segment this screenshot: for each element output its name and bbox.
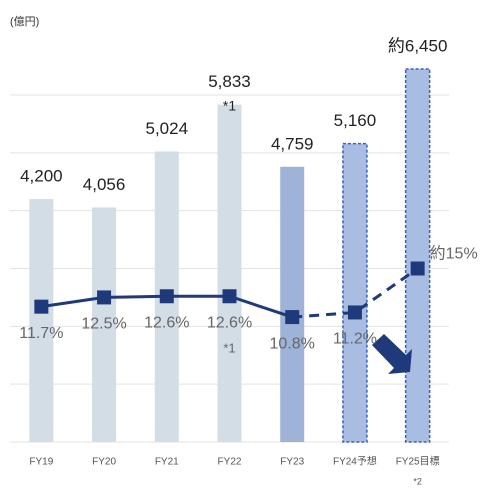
bar-value-label: 4,759 <box>271 134 314 153</box>
line-value-label: 12.6% <box>144 314 189 331</box>
annotation: *1 <box>223 341 235 356</box>
line-marker <box>159 289 174 304</box>
forecast-line <box>292 267 419 319</box>
line-marker <box>285 310 300 325</box>
line-marker <box>34 299 49 314</box>
unit-label: (億円) <box>10 15 39 28</box>
line-value-label: 約15% <box>430 245 478 263</box>
x-tick-label: FY21 <box>155 457 179 468</box>
bar-value-label: 約6,450 <box>388 36 448 55</box>
bar <box>92 207 117 442</box>
x-tick-label: FY23 <box>280 457 304 468</box>
line-value-label: 12.5% <box>81 316 126 333</box>
bar <box>342 142 368 443</box>
bar-value-label: 4,200 <box>20 167 63 186</box>
bar <box>29 199 54 442</box>
x-tick-label: FY25目標 <box>396 455 440 468</box>
bar-value-label: 4,056 <box>83 175 126 194</box>
line-value-label: 12.6% <box>207 314 252 331</box>
x-tick-label: FY19 <box>29 457 53 468</box>
x-tick-label: FY24予想 <box>333 455 377 468</box>
annotation: *1 <box>223 97 236 113</box>
line-value-label: 11.7% <box>19 325 63 342</box>
bar <box>404 68 431 443</box>
bar <box>217 104 242 442</box>
arrow-icon <box>372 334 412 374</box>
x-tick-label: FY20 <box>92 457 116 468</box>
bar-value-label: 5,160 <box>334 111 377 130</box>
line-marker <box>410 261 425 276</box>
annotation: *2 <box>413 476 422 486</box>
line-marker <box>347 305 362 320</box>
bar-value-label: 5,833 <box>208 72 251 91</box>
line-marker <box>97 290 112 305</box>
line-marker <box>222 289 237 304</box>
x-tick-label: FY22 <box>218 457 242 468</box>
line-value-label: 10.8% <box>270 335 315 352</box>
bar-value-label: 5,024 <box>146 119 189 138</box>
line-value-label: 11.2% <box>333 331 377 348</box>
bar <box>280 166 305 442</box>
